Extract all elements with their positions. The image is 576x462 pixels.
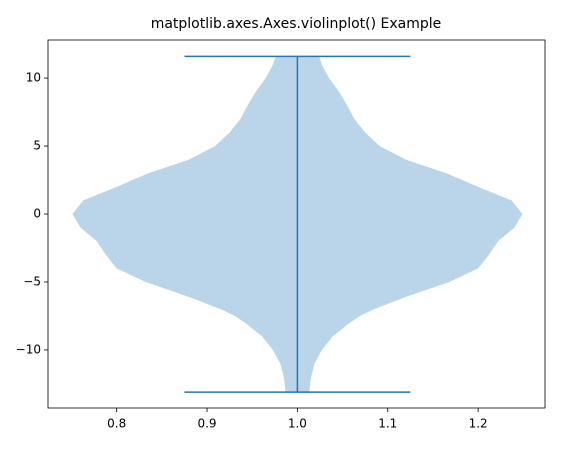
x-tick-label: 0.9	[197, 417, 216, 431]
x-tick-label: 1.2	[469, 417, 488, 431]
y-tick-label: −10	[16, 342, 41, 356]
y-tick-label: −5	[23, 274, 41, 288]
x-tick-label: 1.0	[288, 417, 307, 431]
y-tick-label: 10	[26, 71, 41, 85]
y-tick-label: 0	[33, 207, 41, 221]
x-tick-label: 1.1	[378, 417, 397, 431]
x-tick-label: 0.8	[107, 417, 126, 431]
y-tick-label: 5	[33, 139, 41, 153]
chart-title: matplotlib.axes.Axes.violinplot() Exampl…	[151, 16, 442, 32]
plot-frame	[47, 39, 546, 409]
